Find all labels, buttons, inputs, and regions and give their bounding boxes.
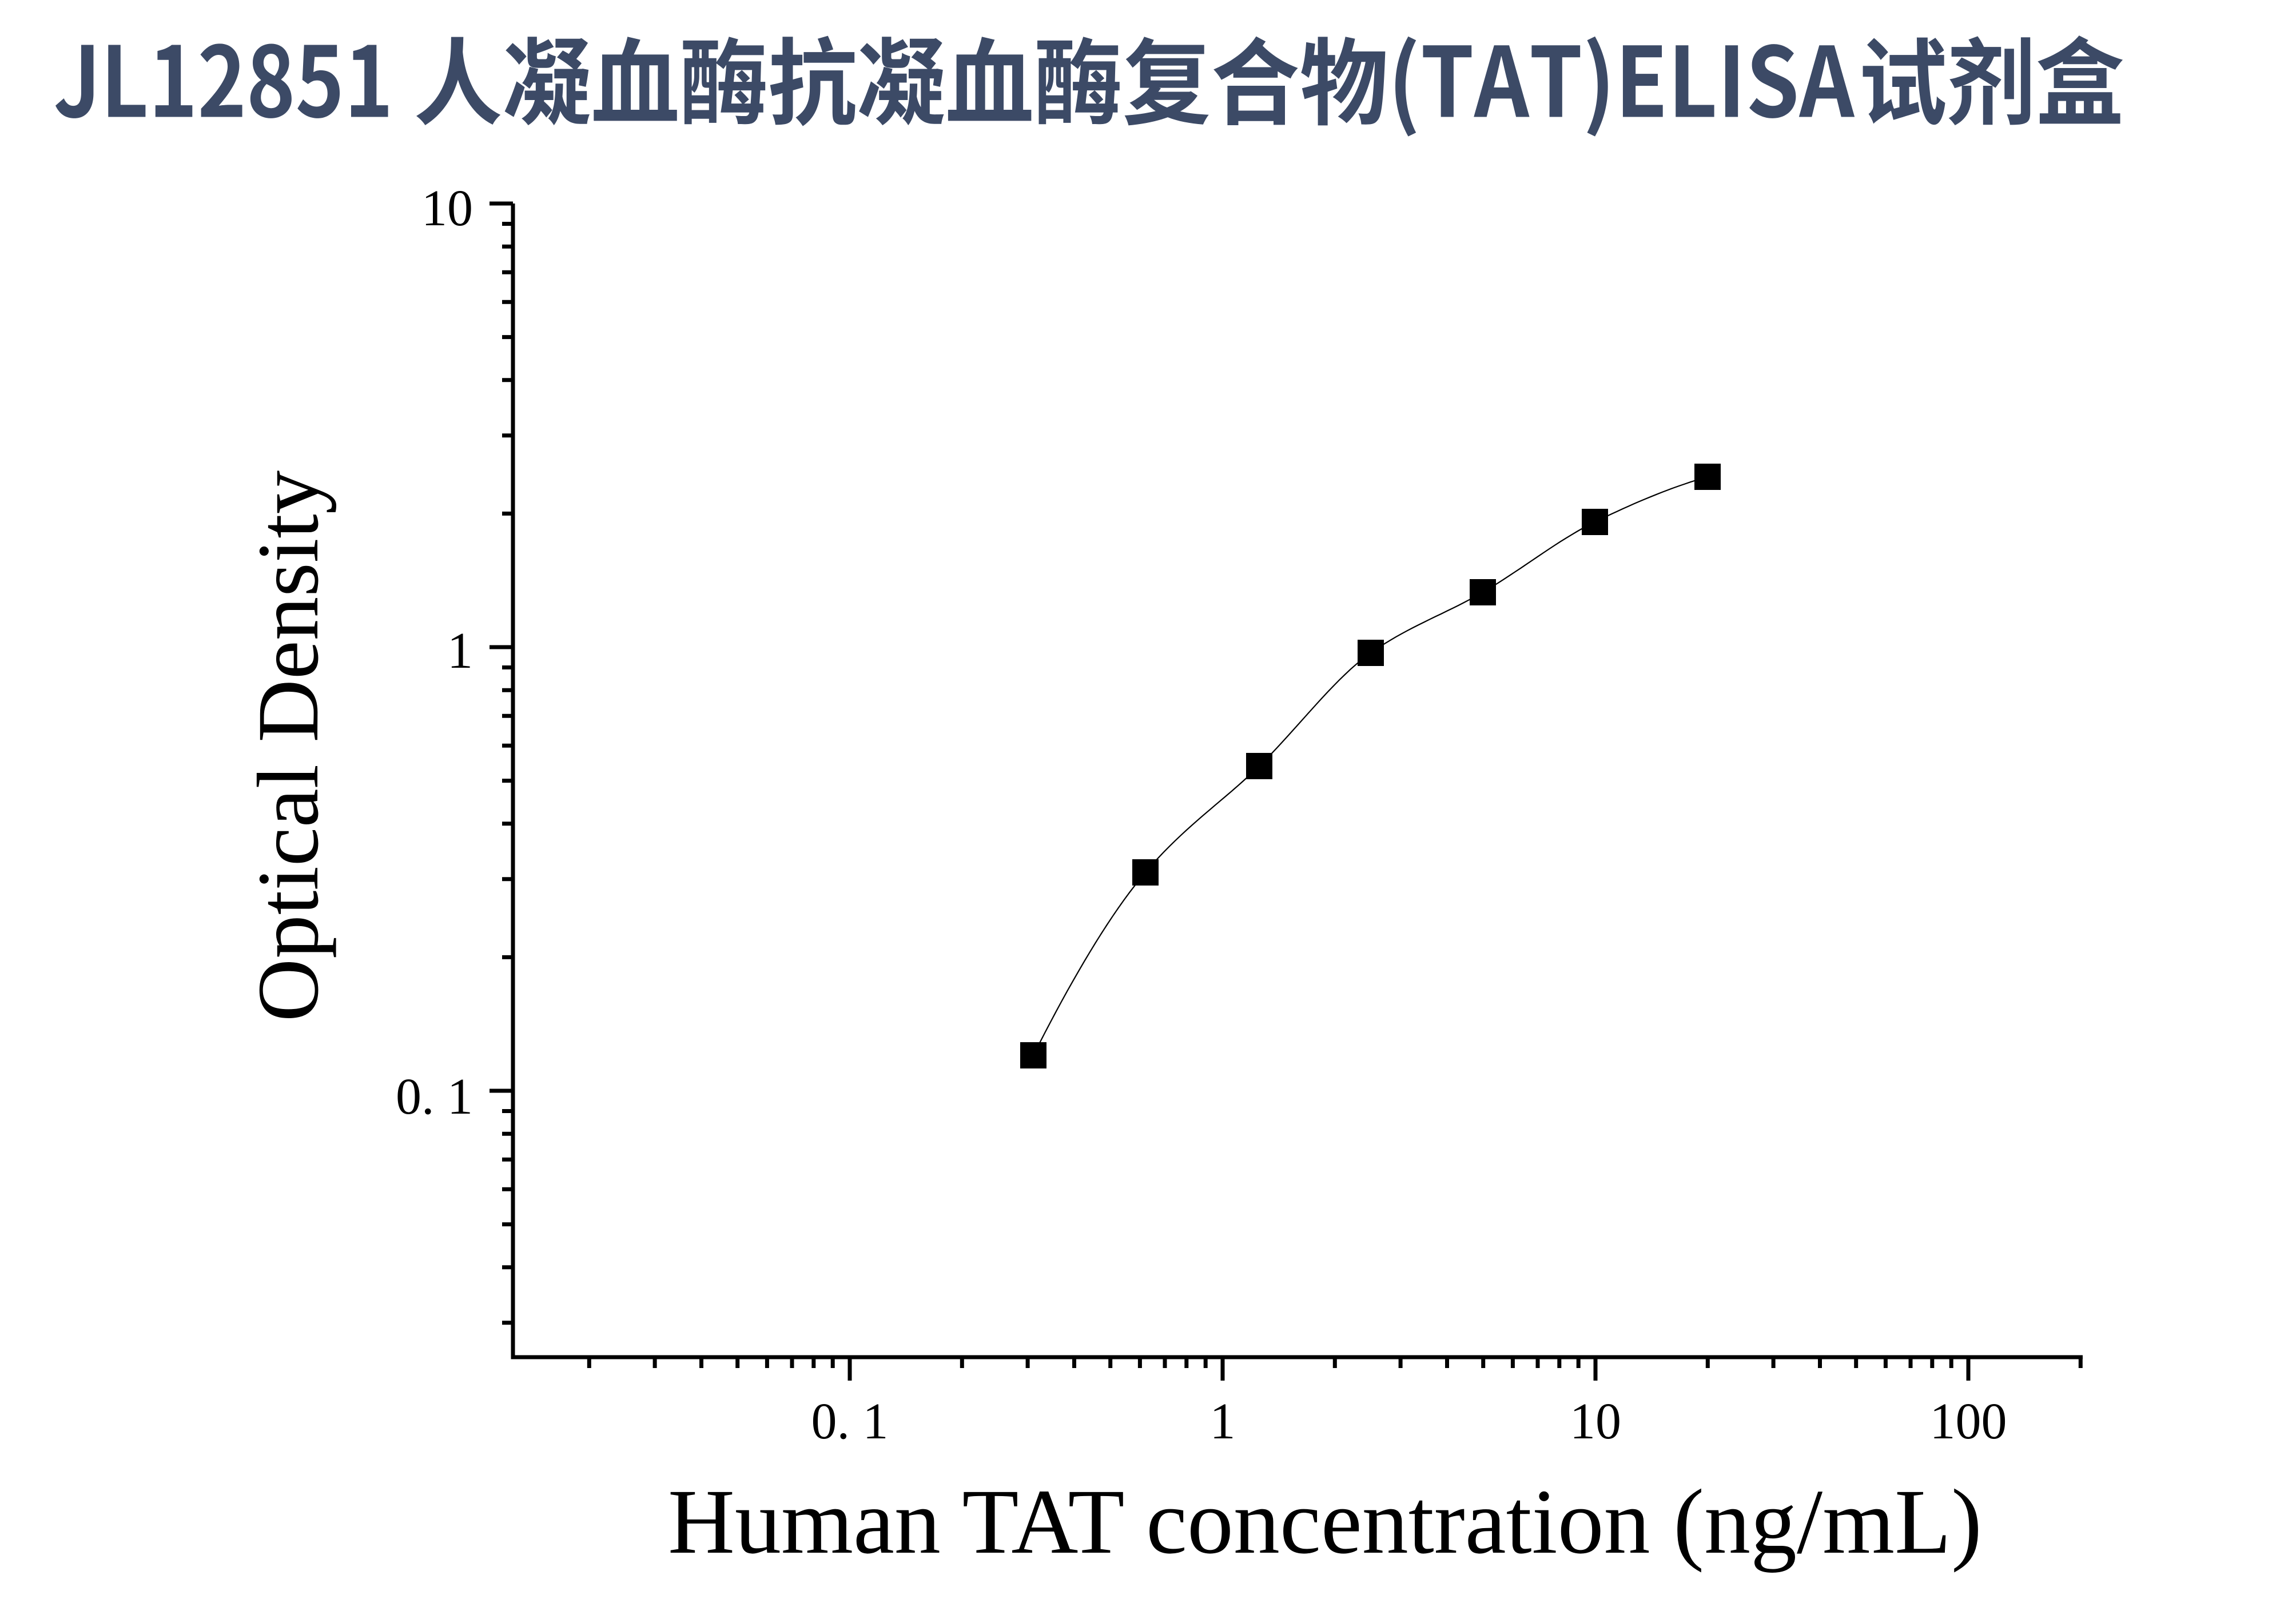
svg-text:0. 1: 0. 1 bbox=[396, 1068, 473, 1125]
svg-text:10: 10 bbox=[1570, 1393, 1621, 1450]
svg-text:Optical Density: Optical Density bbox=[240, 470, 337, 1022]
svg-text:Human TAT concentration (ng/mL: Human TAT concentration (ng/mL) bbox=[668, 1471, 1982, 1573]
svg-text:0. 1: 0. 1 bbox=[811, 1393, 889, 1450]
svg-text:1: 1 bbox=[447, 623, 473, 679]
svg-text:10: 10 bbox=[421, 180, 473, 237]
svg-text:1: 1 bbox=[1210, 1393, 1236, 1450]
svg-text:100: 100 bbox=[1930, 1393, 2007, 1450]
